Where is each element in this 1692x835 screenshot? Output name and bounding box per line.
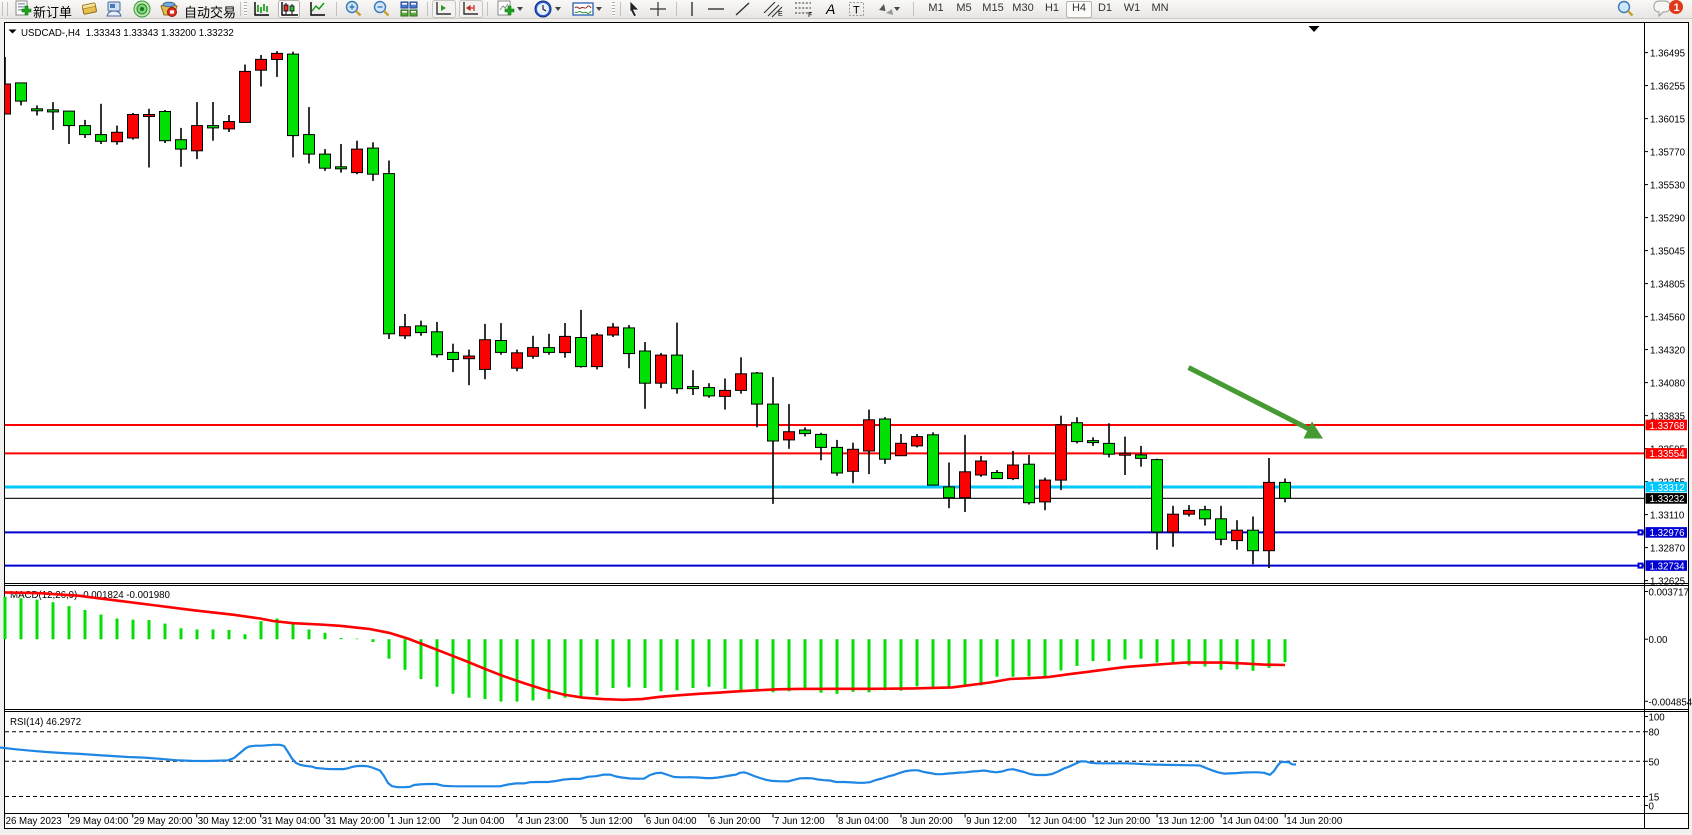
svg-text:50: 50 — [1649, 757, 1660, 768]
svg-text:1 Jun 12:00: 1 Jun 12:00 — [390, 816, 441, 827]
svg-text:1.35530: 1.35530 — [1650, 181, 1686, 192]
svg-text:14 Jun 20:00: 14 Jun 20:00 — [1286, 816, 1343, 827]
svg-text:1.33554: 1.33554 — [1650, 449, 1686, 460]
svg-text:1.36015: 1.36015 — [1650, 115, 1685, 126]
svg-text:1.32625: 1.32625 — [1650, 577, 1685, 588]
svg-text:0.00: 0.00 — [1649, 635, 1668, 646]
svg-text:80: 80 — [1649, 728, 1660, 739]
svg-text:26 May 2023: 26 May 2023 — [6, 816, 62, 827]
svg-text:USDCAD-,H4 1.33343 1.33343 1.: USDCAD-,H4 1.33343 1.33343 1.33200 1.332… — [21, 28, 234, 39]
svg-text:8 Jun 20:00: 8 Jun 20:00 — [902, 816, 953, 827]
svg-text:1.32976: 1.32976 — [1650, 528, 1685, 539]
svg-text:9 Jun 12:00: 9 Jun 12:00 — [966, 816, 1017, 827]
svg-text:31 May 20:00: 31 May 20:00 — [326, 816, 385, 827]
svg-text:12 Jun 20:00: 12 Jun 20:00 — [1094, 816, 1151, 827]
svg-text:5 Jun 12:00: 5 Jun 12:00 — [582, 816, 633, 827]
svg-text:T: T — [853, 5, 860, 17]
svg-text:1.33232: 1.33232 — [1650, 494, 1685, 505]
svg-text:29 May 04:00: 29 May 04:00 — [70, 816, 129, 827]
svg-text:E: E — [778, 11, 783, 18]
svg-text:7 Jun 12:00: 7 Jun 12:00 — [774, 816, 825, 827]
svg-text:6 Jun 04:00: 6 Jun 04:00 — [646, 816, 697, 827]
svg-text:15: 15 — [1649, 793, 1660, 804]
svg-text:2 Jun 04:00: 2 Jun 04:00 — [454, 816, 505, 827]
svg-text:1.33768: 1.33768 — [1650, 421, 1685, 432]
svg-text:6 Jun 20:00: 6 Jun 20:00 — [710, 816, 761, 827]
svg-text:1.32870: 1.32870 — [1650, 544, 1686, 555]
svg-text:1.35290: 1.35290 — [1650, 214, 1686, 225]
svg-text:100: 100 — [1649, 713, 1666, 724]
svg-text:RSI(14) 46.2972: RSI(14) 46.2972 — [10, 717, 81, 728]
svg-text:1.34805: 1.34805 — [1650, 280, 1685, 291]
svg-text:14 Jun 04:00: 14 Jun 04:00 — [1222, 816, 1279, 827]
svg-text:8 Jun 04:00: 8 Jun 04:00 — [838, 816, 889, 827]
svg-text:-0.004854: -0.004854 — [1649, 697, 1692, 708]
svg-text:A: A — [825, 1, 835, 17]
svg-text:30 May 12:00: 30 May 12:00 — [198, 816, 257, 827]
svg-text:1.33110: 1.33110 — [1650, 511, 1685, 522]
svg-text:1.36255: 1.36255 — [1650, 82, 1685, 93]
svg-text:1.35045: 1.35045 — [1650, 247, 1685, 258]
svg-text:31 May 04:00: 31 May 04:00 — [262, 816, 321, 827]
svg-text:4 Jun 23:00: 4 Jun 23:00 — [518, 816, 569, 827]
svg-text:1.32734: 1.32734 — [1650, 561, 1686, 572]
svg-text:MACD(12,26,9) -0.001824 -0.001: MACD(12,26,9) -0.001824 -0.001980 — [10, 590, 171, 601]
svg-text:F: F — [808, 12, 812, 18]
svg-text:13 Jun 12:00: 13 Jun 12:00 — [1158, 816, 1215, 827]
svg-text:1: 1 — [1674, 2, 1680, 14]
svg-text:12 Jun 04:00: 12 Jun 04:00 — [1030, 816, 1087, 827]
svg-text:1.36495: 1.36495 — [1650, 49, 1685, 60]
svg-text:1.34560: 1.34560 — [1650, 313, 1686, 324]
svg-text:1.35770: 1.35770 — [1650, 148, 1686, 159]
svg-text:1.34080: 1.34080 — [1650, 379, 1686, 390]
svg-text:29 May 20:00: 29 May 20:00 — [134, 816, 193, 827]
svg-text:1.34320: 1.34320 — [1650, 346, 1686, 357]
svg-text:1.33835: 1.33835 — [1650, 412, 1685, 423]
svg-text:0: 0 — [1649, 802, 1655, 813]
svg-text:1.33312: 1.33312 — [1650, 483, 1685, 494]
svg-text:0.003717: 0.003717 — [1649, 588, 1689, 599]
